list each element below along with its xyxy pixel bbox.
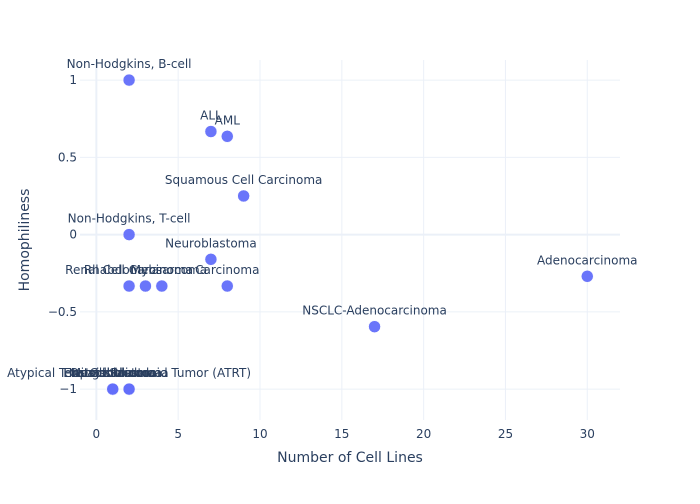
y-tick-label: −1 [59, 382, 77, 396]
data-point[interactable] [237, 189, 250, 203]
point-label: Hepatoblastoma [63, 366, 162, 380]
data-point[interactable] [368, 320, 381, 333]
point-label: Mesothelioma [71, 366, 155, 380]
point-label: Melanoma [131, 263, 193, 277]
point-label: Ewings Sarcoma [63, 366, 162, 380]
point-label: Adenocarcinoma [537, 253, 638, 267]
data-point[interactable] [204, 253, 218, 266]
point-label: Neuroblastoma [165, 236, 257, 250]
point-label: Renal Cell Carcinoma [65, 263, 193, 277]
point-label: Rhabdomyosarcoma [84, 263, 207, 277]
data-point[interactable] [139, 279, 152, 293]
point-label: ALL [200, 109, 222, 123]
x-tick-label: 20 [416, 427, 431, 441]
point-label: NSCLC-Adenocarcinoma [302, 304, 447, 318]
x-tick-label: 15 [334, 427, 349, 441]
point-label: Osteosarcoma [70, 366, 156, 380]
tick-layer: 0 5 10 15 20 25 30 −1 −0.5 0 0.5 1 [48, 73, 595, 441]
point-label: Glioblastoma [90, 366, 169, 380]
point-label: AML [215, 113, 241, 127]
point-layer [106, 73, 594, 396]
x-tick-label: 25 [498, 427, 513, 441]
data-point[interactable] [221, 279, 234, 293]
data-point[interactable] [221, 130, 234, 143]
x-tick-label: 10 [252, 427, 267, 441]
point-label: Atypical Teratoid Rhabdoid Tumor (ATRT) [7, 366, 251, 380]
y-tick-label: 0.5 [58, 150, 77, 164]
x-tick-label: 0 [93, 427, 101, 441]
data-point[interactable] [106, 382, 119, 396]
x-tick-label: 5 [174, 427, 182, 441]
y-tick-label: −0.5 [48, 305, 77, 319]
data-point[interactable] [122, 73, 136, 87]
y-tick-label: 1 [69, 73, 77, 87]
point-label: Non-Hodgkins, T-cell [68, 212, 191, 226]
x-tick-label: 30 [580, 427, 595, 441]
data-point[interactable] [122, 228, 136, 241]
data-point[interactable] [581, 270, 594, 283]
grid-layer [80, 60, 620, 420]
x-axis-title: Number of Cell Lines [277, 450, 423, 466]
y-axis-title: Homophiliness [17, 189, 33, 292]
data-point[interactable] [204, 125, 218, 138]
data-point[interactable] [122, 382, 136, 396]
point-label: Squamous Cell Carcinoma [165, 173, 322, 187]
y-tick-label: 0 [69, 228, 77, 242]
data-point[interactable] [155, 279, 169, 293]
data-point[interactable] [122, 279, 136, 293]
point-label: Carcinoma [195, 263, 259, 277]
point-label: Non-Hodgkins, B-cell [67, 57, 192, 71]
